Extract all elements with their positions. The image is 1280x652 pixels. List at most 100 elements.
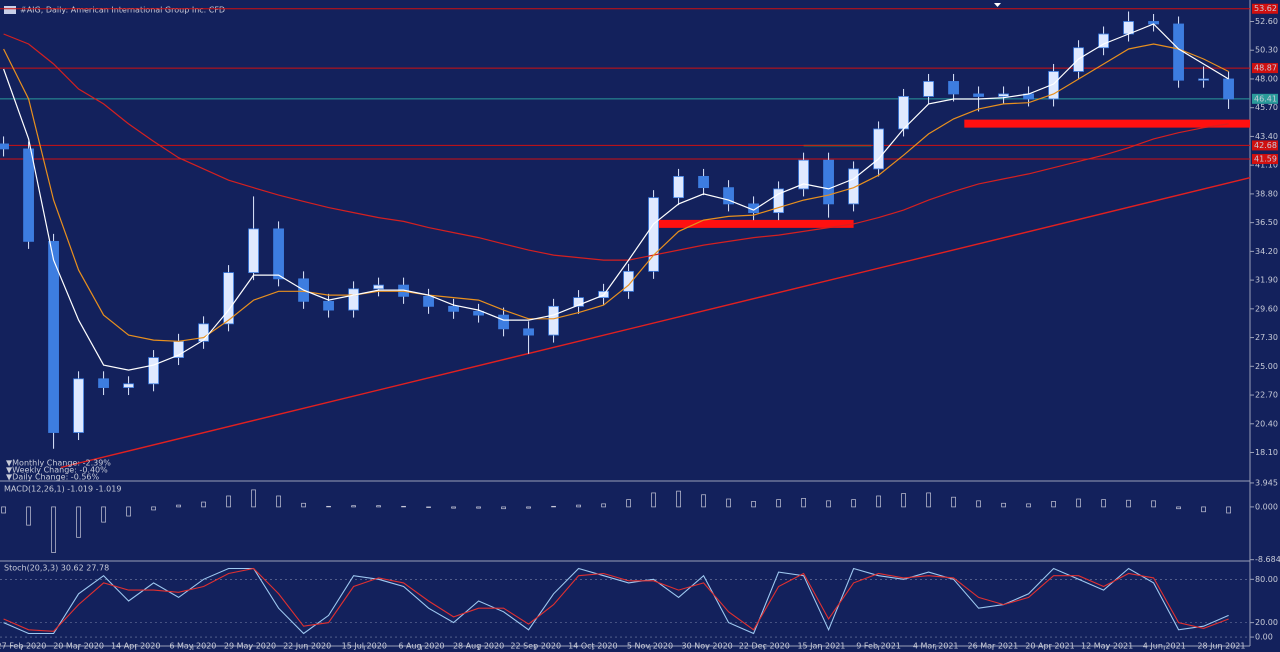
x-tick-label: 20 Mar 2020 — [53, 642, 104, 651]
candle-body — [898, 96, 909, 130]
macd-title: MACD(12,26,1) -1.019 -1.019 — [4, 485, 121, 494]
candle-body — [148, 357, 159, 385]
candle-body — [0, 143, 9, 150]
chart-title: #AIG, Daily: American International Grou… — [20, 6, 225, 15]
x-tick-label: 6 May 2020 — [169, 642, 216, 651]
candle-body — [673, 176, 684, 199]
candle-body — [373, 284, 384, 290]
x-tick-label: 6 Aug 2020 — [398, 642, 444, 651]
candle-body — [1173, 23, 1184, 81]
y-tick-label: 27.30 — [1255, 333, 1278, 342]
macd-bar — [326, 505, 331, 508]
macd-bar — [226, 495, 231, 508]
candle-body — [248, 228, 259, 274]
x-tick-label: 30 Nov 2020 — [682, 642, 733, 651]
macd-bar — [301, 502, 306, 508]
x-tick-label: 4 Jun 2021 — [1143, 642, 1186, 651]
level-label: 42.68 — [1254, 141, 1277, 150]
candle-body — [623, 270, 634, 292]
macd-bar — [151, 506, 156, 511]
candle-body — [73, 378, 84, 433]
level-label-box — [1252, 154, 1278, 165]
x-tick-label: 27 Feb 2020 — [0, 642, 46, 651]
macd-bar — [426, 506, 431, 508]
candle-body — [98, 378, 109, 388]
x-tick-label: 14 Oct 2020 — [568, 642, 617, 651]
y-tick-label: 36.50 — [1255, 218, 1278, 227]
y-tick-label: 38.80 — [1255, 189, 1278, 198]
macd-bar — [701, 494, 706, 508]
y-tick-label: 29.60 — [1255, 304, 1278, 313]
macd-bar — [51, 506, 56, 553]
x-tick-label: 5 Nov 2020 — [627, 642, 673, 651]
level-label: 48.87 — [1254, 64, 1277, 73]
macd-bar — [76, 506, 81, 538]
x-tick-label: 22 Jun 2020 — [283, 642, 331, 651]
macd-bar — [351, 505, 356, 508]
macd-bar — [1051, 501, 1056, 508]
candle-body — [1098, 33, 1109, 49]
y-tick-label: 41.10 — [1255, 161, 1278, 170]
macd-bar — [476, 506, 481, 509]
candle-body — [498, 314, 509, 330]
y-tick-label: 50.30 — [1255, 46, 1278, 55]
candle-body — [1048, 71, 1059, 100]
x-tick-label: 22 Dec 2020 — [739, 642, 790, 651]
macd-bar — [1126, 499, 1131, 508]
stoch-title: Stoch(20,3,3) 30.62 27.78 — [4, 564, 109, 573]
candle-body — [773, 188, 784, 214]
candle-body — [948, 81, 959, 95]
macd-bar — [626, 499, 631, 508]
y-tick-label: 43.40 — [1255, 132, 1278, 141]
candle-body — [448, 305, 459, 312]
candle-body — [1223, 78, 1234, 100]
y-tick-label: 52.60 — [1255, 17, 1278, 26]
y-tick-label: -8.684 — [1255, 555, 1280, 564]
macd-bar — [551, 505, 556, 508]
y-tick-label: 80.00 — [1255, 575, 1278, 584]
y-tick-label: 34.20 — [1255, 247, 1278, 256]
candle-body — [648, 197, 659, 272]
candle-body — [123, 383, 134, 388]
macd-bar — [676, 490, 681, 508]
candle-body — [998, 93, 1009, 97]
level-label-box — [1252, 3, 1278, 14]
candle-body — [823, 159, 834, 205]
x-tick-label: 15 Jul 2020 — [342, 642, 387, 651]
candle-body — [23, 148, 34, 242]
level-label-box — [1252, 93, 1278, 104]
x-tick-label: 22 Sep 2020 — [510, 642, 561, 651]
macd-bar — [601, 503, 606, 508]
macd-bar — [1001, 502, 1006, 508]
x-tick-label: 29 May 2020 — [224, 642, 276, 651]
candle-body — [473, 310, 484, 316]
x-tick-label: 14 Apr 2020 — [111, 642, 160, 651]
macd-bar — [101, 506, 106, 523]
macd-bar — [651, 492, 656, 508]
macd-bar — [176, 504, 181, 508]
x-tick-label: 26 Mar 2021 — [967, 642, 1018, 651]
macd-bar — [876, 495, 881, 508]
macd-bar — [801, 498, 806, 508]
change-annotation: ▼Daily Change: -0.56% — [6, 473, 100, 482]
level-label-box — [1252, 63, 1278, 74]
candle-body — [873, 128, 884, 170]
macd-bar — [251, 489, 256, 508]
macd-bar — [976, 500, 981, 508]
y-tick-label: 0.00 — [1255, 633, 1273, 642]
candle-body — [198, 323, 209, 342]
x-tick-label: 15 Jan 2021 — [797, 642, 845, 651]
candle-body — [1198, 78, 1209, 81]
y-tick-label: 45.70 — [1255, 103, 1278, 112]
macd-bar — [401, 505, 406, 508]
y-tick-label: 31.90 — [1255, 276, 1278, 285]
candle-body — [323, 300, 334, 311]
macd-bar — [926, 492, 931, 508]
candle-body — [848, 168, 859, 205]
macd-bar — [451, 506, 456, 509]
level-label: 46.41 — [1254, 94, 1277, 103]
y-tick-label: 3.945 — [1255, 478, 1278, 487]
macd-bar — [1176, 506, 1181, 510]
macd-bar — [776, 499, 781, 508]
x-tick-label: 28 Jun 2021 — [1197, 642, 1245, 651]
